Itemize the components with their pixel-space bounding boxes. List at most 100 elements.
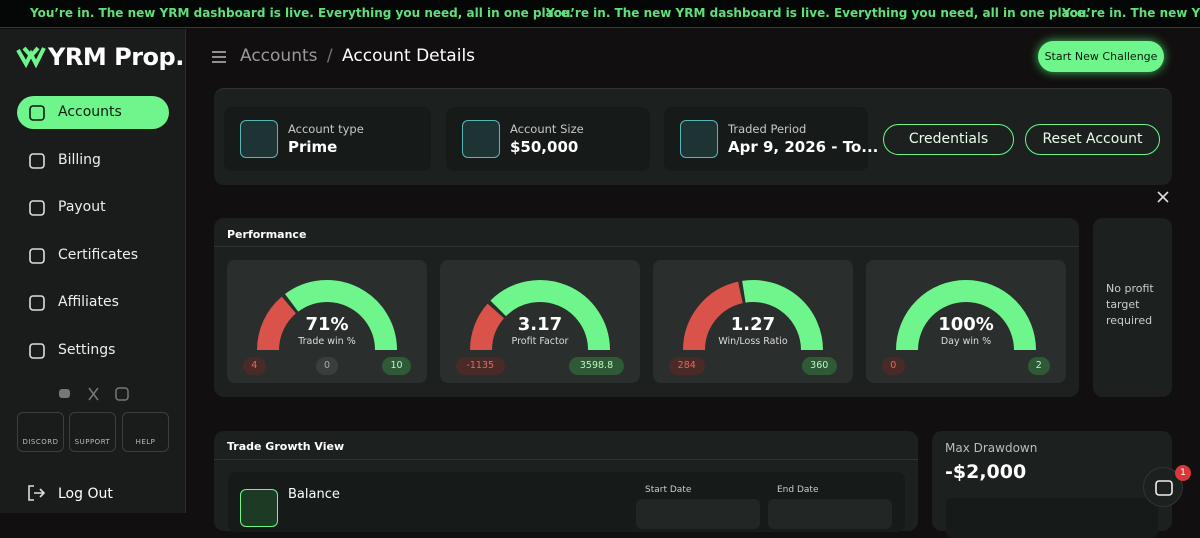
breadcrumb: Accounts / Account Details	[240, 46, 475, 66]
start-date-input[interactable]	[636, 499, 760, 529]
gauge-stat: 284	[669, 357, 705, 375]
youtube-icon[interactable]	[59, 389, 70, 398]
info-tile: Account type Prime	[224, 107, 431, 171]
trade-growth-card: Trade Growth View Balance Start Date End…	[214, 431, 918, 532]
breadcrumb-link[interactable]: Accounts	[240, 46, 318, 66]
divider	[214, 246, 1079, 247]
gauge-stat: 2	[1027, 357, 1050, 375]
gauge-card: 71% Trade win % 4 0 10	[227, 260, 427, 383]
end-date-input[interactable]	[768, 499, 892, 529]
breadcrumb-separator: /	[326, 46, 333, 66]
tile-icon	[680, 120, 718, 158]
gauge-label: Win/Loss Ratio	[718, 336, 788, 347]
tile-label: Traded Period	[728, 122, 807, 136]
gauge-loss-arc	[683, 281, 744, 351]
gauge-stat: -1135	[456, 357, 505, 375]
banner-text: You’re in. The new YRM dashboard is live…	[546, 6, 1090, 20]
x-icon[interactable]	[88, 387, 99, 401]
tile-label: Account type	[288, 122, 364, 136]
gauge-stat: 0	[315, 357, 339, 375]
nav-item[interactable]: Accounts	[17, 96, 169, 129]
banner-text: You’re in. The new YRM dashboard is live…	[1062, 6, 1200, 20]
tile-value: $50,000	[510, 138, 579, 156]
reset-account-button[interactable]: Reset Account	[1025, 124, 1160, 155]
discord-button[interactable]: DISCORD	[17, 412, 64, 452]
logo-icon	[16, 46, 46, 68]
gauge-stat: 0	[882, 357, 905, 375]
gauge-win-arc	[285, 280, 397, 351]
nav-item[interactable]: Settings	[17, 334, 169, 367]
gauge-card: 3.17 Profit Factor -1135 3598.8	[440, 260, 640, 383]
tile-label: Account Size	[510, 122, 584, 136]
gauge-stat: 10	[382, 357, 411, 375]
button-label: Reset Account	[1042, 131, 1143, 147]
button-label: Credentials	[908, 131, 989, 147]
logout-link[interactable]: Log Out	[58, 486, 113, 502]
gauge-stat: 4	[243, 357, 266, 375]
support-button[interactable]: SUPPORT	[69, 412, 116, 452]
info-tile: Account Size $50,000	[446, 107, 650, 171]
nav-icon	[29, 105, 45, 121]
balance-icon	[240, 489, 278, 527]
nav-icon	[29, 343, 45, 359]
tile-value: Apr 9, 2026 - To...	[728, 138, 879, 156]
credentials-button[interactable]: Credentials	[883, 124, 1014, 155]
social-icons	[59, 387, 129, 401]
gauge-card: 100% Day win % 0 2	[866, 260, 1066, 383]
close-icon[interactable]	[1157, 191, 1169, 203]
logout-icon	[28, 485, 45, 501]
profit-target-card: No profit target required	[1093, 218, 1172, 397]
menu-icon[interactable]	[212, 51, 226, 63]
divider	[214, 459, 918, 460]
start-challenge-button[interactable]: Start New Challenge	[1038, 41, 1164, 72]
start-date-label: Start Date	[645, 485, 692, 495]
nav-item[interactable]: Certificates	[17, 239, 169, 272]
breadcrumb-current: Account Details	[342, 46, 476, 66]
tile-value: Prime	[288, 138, 338, 156]
gauge-value: 3.17	[517, 314, 563, 335]
gauge-value: 1.27	[730, 314, 776, 335]
help-button[interactable]: HELP	[122, 412, 169, 452]
gauge-label: Profit Factor	[511, 336, 569, 347]
gauge-label: Day win %	[940, 336, 992, 347]
profit-target-note: No profit target required	[1106, 282, 1154, 327]
tile-icon	[240, 120, 278, 158]
drawdown-card: Max Drawdown -$2,000	[932, 431, 1172, 538]
logo-text: YRM Prop.	[48, 43, 184, 71]
end-date-label: End Date	[777, 485, 819, 495]
nav-icon	[29, 200, 45, 216]
gauge-loss-arc	[257, 296, 297, 351]
nav-icon	[29, 248, 45, 264]
nav-item[interactable]: Affiliates	[17, 286, 169, 319]
gauge-win-arc	[742, 280, 823, 351]
gauge-value: 100%	[938, 314, 994, 335]
gauge-win-arc	[896, 280, 1036, 351]
gauge-label: Trade win %	[298, 336, 356, 347]
banner-text: You’re in. The new YRM dashboard is live…	[30, 6, 574, 20]
announcement-banner: You’re in. The new YRM dashboard is live…	[0, 0, 1200, 28]
drawdown-panel	[946, 498, 1158, 538]
gauge-value: 71%	[305, 314, 349, 335]
gauge-stat: 360	[801, 357, 837, 375]
gauge	[257, 280, 397, 351]
drawdown-label: Max Drawdown	[945, 441, 1038, 455]
chat-badge: 1	[1175, 465, 1191, 481]
nav-item[interactable]: Billing	[17, 144, 169, 177]
gauge	[470, 280, 610, 351]
tile-icon	[462, 120, 500, 158]
nav-icon	[29, 295, 45, 311]
performance-title: Performance	[227, 228, 307, 241]
gauge-stat: 3598.8	[569, 357, 624, 375]
nav-item[interactable]: Payout	[17, 191, 169, 224]
gauge-win-arc	[490, 280, 610, 351]
instagram-icon[interactable]	[115, 387, 129, 401]
nav-icon	[29, 153, 45, 169]
gauge-loss-arc	[470, 303, 505, 351]
drawdown-value: -$2,000	[945, 461, 1027, 483]
info-tile: Traded Period Apr 9, 2026 - To...	[664, 107, 878, 171]
gauge-card: 1.27 Win/Loss Ratio 284 360	[653, 260, 853, 383]
trade-growth-title: Trade Growth View	[227, 440, 345, 453]
gauge	[896, 280, 1036, 351]
balance-label: Balance	[288, 487, 340, 502]
